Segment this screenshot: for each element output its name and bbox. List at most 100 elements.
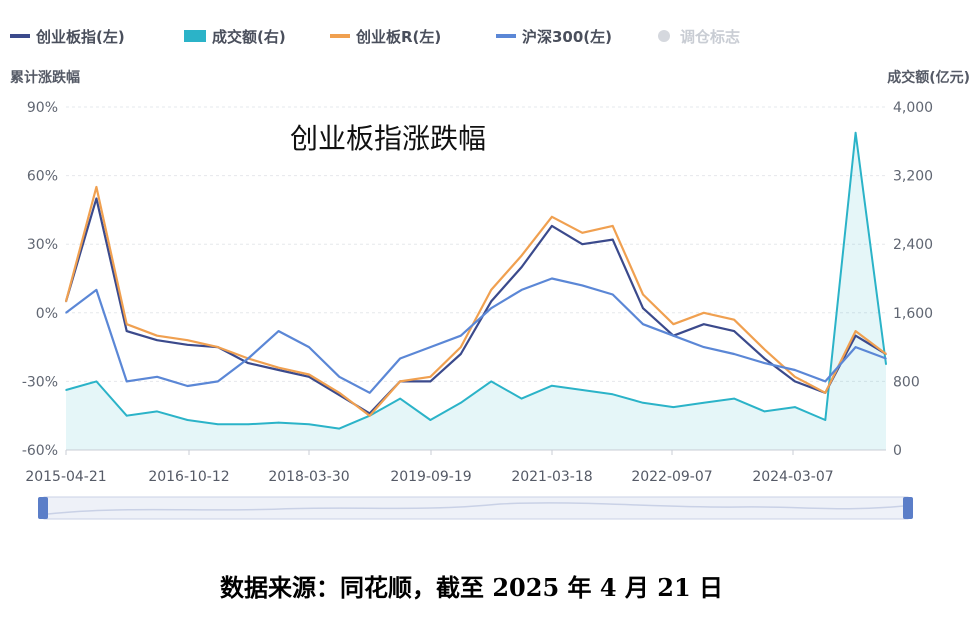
y-right-tick-label: 0 — [893, 443, 902, 459]
data-point-turnover — [672, 406, 675, 408]
legend-item-rebalance[interactable]: 调仓标志 — [658, 28, 740, 46]
data-point-cyb-index — [156, 339, 158, 342]
data-point-cyb-index — [247, 362, 249, 364]
data-point-hs300 — [429, 346, 432, 348]
data-point-turnover — [156, 410, 158, 413]
data-point-cyb-r — [399, 380, 401, 383]
data-point-cyb-index — [733, 330, 735, 332]
data-point-turnover — [794, 406, 796, 408]
data-point-cyb-index — [95, 197, 98, 200]
data-point-cyb-r — [885, 353, 887, 355]
data-point-hs300 — [338, 376, 341, 378]
legend-item-cyb-r[interactable]: 创业板R(左) — [330, 28, 441, 46]
y-right-axis-title: 成交额(亿元) — [887, 69, 970, 86]
data-point-hs300 — [186, 385, 189, 387]
x-tick-label: 2024-03-07 — [752, 469, 833, 485]
x-tick-label: 2019-09-19 — [390, 469, 471, 485]
series-area-turnover — [66, 132, 886, 450]
data-point-cyb-r — [824, 392, 827, 394]
data-point-hs300 — [854, 346, 857, 348]
data-point-hs300 — [733, 353, 735, 355]
legend-label-rebalance: 调仓标志 — [680, 28, 740, 46]
legend-item-cyb-index[interactable]: 创业板指(左) — [10, 28, 125, 46]
data-point-cyb-r — [217, 346, 219, 348]
data-point-cyb-r — [520, 254, 523, 257]
data-point-cyb-r — [490, 289, 493, 291]
legend-item-hs300[interactable]: 沪深300(左) — [496, 28, 612, 46]
data-point-hs300 — [156, 376, 158, 378]
data-point-hs300 — [368, 392, 371, 394]
data-point-turnover — [642, 402, 644, 404]
data-point-cyb-index — [611, 238, 614, 241]
data-point-hs300 — [611, 293, 614, 296]
legend[interactable]: 创业板指(左) 成交额(右) 创业板R(左) 沪深300(左) 调仓标志 — [10, 28, 740, 46]
series-line-cyb-index — [64, 197, 887, 415]
data-point-hs300 — [490, 307, 493, 310]
data-point-turnover — [460, 402, 462, 404]
data-point-hs300 — [763, 362, 766, 364]
data-point-turnover — [581, 389, 584, 391]
x-tick-label: 2022-09-07 — [631, 469, 712, 485]
data-point-cyb-r — [95, 186, 98, 188]
data-point-turnover — [551, 384, 553, 387]
range-slider[interactable] — [38, 496, 913, 520]
data-point-hs300 — [551, 277, 553, 280]
data-point-cyb-index — [794, 380, 796, 383]
data-point-cyb-r — [186, 339, 189, 342]
data-point-cyb-index — [551, 225, 553, 227]
data-point-turnover — [277, 421, 280, 424]
data-point-cyb-r — [642, 293, 644, 296]
series-line-turnover — [65, 131, 887, 430]
y-right-tick-label: 800 — [893, 374, 920, 390]
y-left-ticks: 90% 60% 30% 0% -30% -60% — [22, 100, 58, 459]
data-point-cyb-r — [794, 376, 796, 378]
range-slider-preview — [47, 502, 905, 515]
range-slider-right-handle[interactable] — [903, 497, 913, 519]
data-point-hs300 — [672, 334, 675, 337]
data-point-cyb-index — [429, 380, 432, 383]
data-point-hs300 — [460, 334, 462, 337]
data-point-turnover — [733, 397, 735, 400]
data-point-hs300 — [794, 369, 796, 371]
range-slider-track[interactable] — [43, 496, 909, 520]
data-point-hs300 — [581, 284, 584, 287]
data-point-cyb-index — [186, 344, 189, 346]
data-point-cyb-r — [763, 348, 766, 351]
y-right-ticks: 4,000 3,200 2,400 1,600 800 0 — [893, 100, 933, 459]
data-point-cyb-r — [854, 330, 857, 332]
data-point-cyb-index — [581, 243, 584, 245]
data-point-cyb-r — [277, 366, 280, 369]
data-point-cyb-index — [490, 300, 493, 303]
data-point-hs300 — [95, 289, 98, 291]
y-right-tick-label: 4,000 — [893, 100, 933, 116]
data-point-cyb-r — [581, 232, 584, 234]
data-point-hs300 — [520, 289, 523, 291]
data-point-turnover — [611, 393, 614, 396]
data-point-cyb-r — [125, 323, 128, 326]
data-point-cyb-r — [156, 334, 158, 337]
data-point-cyb-index — [854, 334, 857, 337]
data-point-cyb-index — [763, 357, 766, 360]
data-point-cyb-r — [672, 323, 675, 326]
data-point-cyb-index — [338, 394, 341, 396]
y-right-tick-label: 1,600 — [893, 306, 933, 322]
series-line-hs300 — [65, 277, 887, 394]
y-left-tick-label: 0% — [36, 306, 58, 322]
data-point-hs300 — [824, 380, 827, 383]
x-tick-label: 2015-04-21 — [25, 469, 106, 485]
data-point-cyb-index — [703, 323, 705, 326]
legend-label-hs300: 沪深300(左) — [522, 28, 612, 46]
range-slider-left-handle[interactable] — [38, 497, 48, 519]
data-point-cyb-r — [338, 392, 341, 394]
y-left-tick-label: 60% — [27, 169, 58, 185]
data-point-hs300 — [308, 346, 310, 348]
data-point-turnover — [217, 423, 219, 426]
y-left-tick-label: 90% — [27, 100, 58, 116]
x-ticks: 2015-04-21 2016-10-12 2018-03-30 2019-09-19… — [25, 450, 834, 485]
data-point-hs300 — [125, 380, 128, 383]
data-point-cyb-r — [429, 376, 432, 378]
x-tick-label: 2018-03-30 — [268, 469, 349, 485]
legend-item-turnover[interactable]: 成交额(右) — [184, 28, 286, 46]
y-right-tick-label: 2,400 — [893, 237, 933, 253]
